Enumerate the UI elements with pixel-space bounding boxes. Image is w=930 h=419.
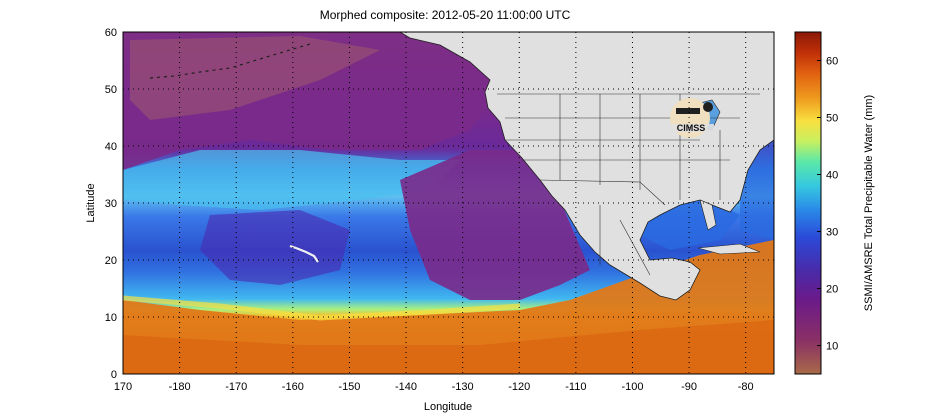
x-tick-label: -130 xyxy=(452,381,474,393)
x-axis-ticks: 170 -180 -170 -160 -150 -140 -130 -120 -110 -100 -… xyxy=(114,381,754,393)
political-boundaries xyxy=(497,93,760,276)
y-tick-label: 30 xyxy=(105,198,117,210)
y-tick-label: 60 xyxy=(105,27,117,39)
colorbar-tick-label: 40 xyxy=(826,170,838,182)
dry-west-pacific xyxy=(200,210,350,285)
cuba xyxy=(697,243,761,255)
moist-plume xyxy=(123,150,460,210)
colorbar-tick-label: 50 xyxy=(826,113,838,125)
x-tick-label: -160 xyxy=(282,381,304,393)
cimss-logo: CIMSS xyxy=(668,98,714,138)
colorbar-label: SSMI/AMSRE Total Precipitable Water (mm) xyxy=(863,95,875,311)
chart-title: Morphed composite: 2012-05-20 11:00:00 U… xyxy=(319,8,571,22)
x-tick-label: 170 xyxy=(114,381,132,393)
x-tick-label: -90 xyxy=(681,381,697,393)
colorbar-tick-label: 10 xyxy=(826,341,838,353)
colorbar-tick-label: 20 xyxy=(826,284,838,296)
y-axis-ticks: 0 10 20 30 40 50 60 xyxy=(105,27,117,381)
y-tick-label: 10 xyxy=(105,312,117,324)
plot-frame xyxy=(122,31,775,375)
aleutian-islands xyxy=(149,43,311,79)
x-tick-label: -80 xyxy=(738,381,754,393)
colorbar-tick-label: 60 xyxy=(826,56,838,68)
colorbar-tick-label: 30 xyxy=(826,227,838,239)
x-tick-label: -140 xyxy=(395,381,417,393)
x-tick-label: -170 xyxy=(225,381,247,393)
x-axis-label: Longitude xyxy=(424,401,472,413)
dry-subtropics xyxy=(400,150,590,300)
y-tick-label: 20 xyxy=(105,255,117,267)
tropical-wet-core xyxy=(123,320,774,374)
x-tick-label: -180 xyxy=(169,381,191,393)
colorbar-ticks: 10 20 30 40 50 60 xyxy=(817,56,838,353)
hawaii xyxy=(289,244,319,263)
x-tick-label: -100 xyxy=(621,381,643,393)
x-tick-label: -150 xyxy=(338,381,360,393)
brown-north-pacific xyxy=(130,36,380,120)
tpw-field: CIMSS xyxy=(123,32,774,374)
colorbar xyxy=(794,31,822,375)
y-tick-label: 50 xyxy=(105,84,117,96)
x-tick-label: -110 xyxy=(565,381,586,393)
itcz-yellow-edge xyxy=(123,295,521,321)
north-america-land xyxy=(399,32,774,301)
x-tick-label: -120 xyxy=(508,381,530,393)
y-axis-label: Latitude xyxy=(85,183,97,222)
y-tick-label: 40 xyxy=(105,141,117,153)
logo-text: CIMSS xyxy=(677,123,706,133)
y-tick-label: 0 xyxy=(111,369,117,381)
